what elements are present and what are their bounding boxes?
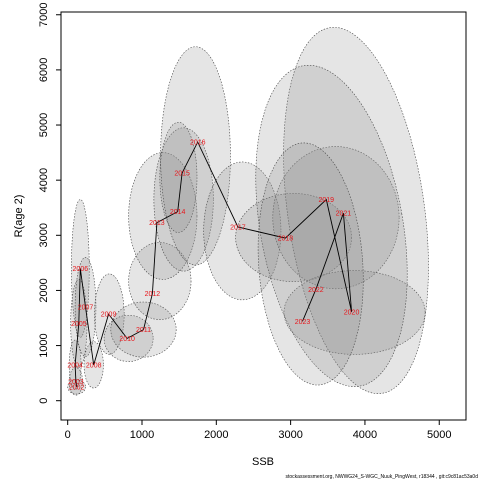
year-label-2010: 2010 — [119, 336, 135, 343]
year-label-2017: 2017 — [230, 225, 246, 232]
line-layer — [74, 141, 353, 387]
footer-text: stockassessment.org, NWWG24_S-WGC_Nuuk_P… — [286, 474, 479, 480]
x-tick-label: 2000 — [204, 429, 228, 441]
ellipse-2015 — [159, 121, 198, 233]
year-label-2021: 2021 — [336, 211, 352, 218]
y-tick-label: 4000 — [38, 168, 50, 192]
ellipse-2012 — [128, 242, 192, 320]
y-tick-label: 5000 — [38, 113, 50, 137]
year-label-2018: 2018 — [278, 236, 294, 243]
ellipse-2018 — [235, 193, 352, 282]
year-label-2005: 2005 — [71, 321, 87, 328]
y-tick-label: 6000 — [38, 58, 50, 82]
x-tick-label: 1000 — [130, 429, 154, 441]
ellipse-2014 — [153, 127, 214, 272]
trajectory-line — [74, 141, 353, 387]
year-label-2014: 2014 — [170, 209, 186, 216]
year-label-2012: 2012 — [145, 291, 161, 298]
y-tick-label: 7000 — [38, 3, 50, 27]
x-tick-label: 5000 — [427, 429, 451, 441]
x-axis-label: SSB — [252, 456, 274, 468]
x-tick-label: 3000 — [278, 429, 302, 441]
ellipse-2013 — [128, 152, 198, 280]
ellipse-2019 — [272, 146, 400, 290]
year-label-2002: 2002 — [69, 384, 85, 391]
ellipse-2022 — [255, 64, 408, 387]
ellipse-layer — [67, 27, 429, 396]
year-label-2015: 2015 — [174, 170, 190, 177]
year-label-2019: 2019 — [319, 197, 335, 204]
y-tick-label: 1000 — [38, 333, 50, 357]
y-tick-label: 3000 — [38, 223, 50, 247]
x-tick-label: 4000 — [353, 429, 377, 441]
ellipse-2009 — [94, 273, 125, 355]
year-label-2023: 2023 — [295, 319, 311, 326]
year-label-2020: 2020 — [344, 309, 360, 316]
year-label-2007: 2007 — [78, 304, 94, 311]
x-tick-label: 0 — [65, 429, 71, 441]
year-label-2008: 2008 — [86, 362, 102, 369]
plot-frame — [60, 11, 467, 421]
year-label-2013: 2013 — [149, 220, 165, 227]
ellipse-2010 — [103, 314, 154, 362]
y-axis-label: R(age 2) — [13, 195, 25, 238]
axis-layer: 0 1000 2000 3000 4000 5000 0 1000 2000 3000 4000 50… — [38, 3, 451, 441]
ellipse-2023 — [257, 142, 364, 386]
year-label-2004: 2004 — [67, 362, 83, 369]
year-label-2003: 2003 — [68, 379, 84, 386]
ellipse-2021 — [283, 27, 429, 394]
year-label-2006: 2006 — [73, 266, 89, 273]
ellipse-2020 — [283, 270, 426, 355]
y-tick-label: 0 — [38, 398, 50, 404]
year-label-2022: 2022 — [308, 287, 324, 294]
year-label-2009: 2009 — [101, 312, 117, 319]
year-label-2011: 2011 — [136, 327, 151, 334]
y-tick-label: 2000 — [38, 278, 50, 302]
year-label-2016: 2016 — [190, 140, 206, 147]
